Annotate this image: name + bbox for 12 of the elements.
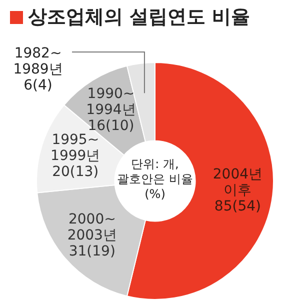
data-label: 16(10) <box>88 118 134 134</box>
slice-label: 1982~1989년 <box>13 46 63 78</box>
data-label: 85(54) <box>214 198 261 215</box>
data-label: 6(4) <box>24 78 52 94</box>
data-label: 20(13) <box>52 164 99 180</box>
slice-label: 2004년 이후 <box>212 166 263 199</box>
text: 단위: 개, 괄호안은 비율(%) <box>116 157 194 202</box>
data-label: 31(19) <box>68 243 116 260</box>
slice-label: 2000~2003년 <box>67 211 117 244</box>
slice-label: 1995~1999년 <box>50 132 100 164</box>
slice-label: 1990~1994년 <box>86 86 136 118</box>
chart-title: 상조업체의 설립연도 비율 <box>28 5 250 30</box>
